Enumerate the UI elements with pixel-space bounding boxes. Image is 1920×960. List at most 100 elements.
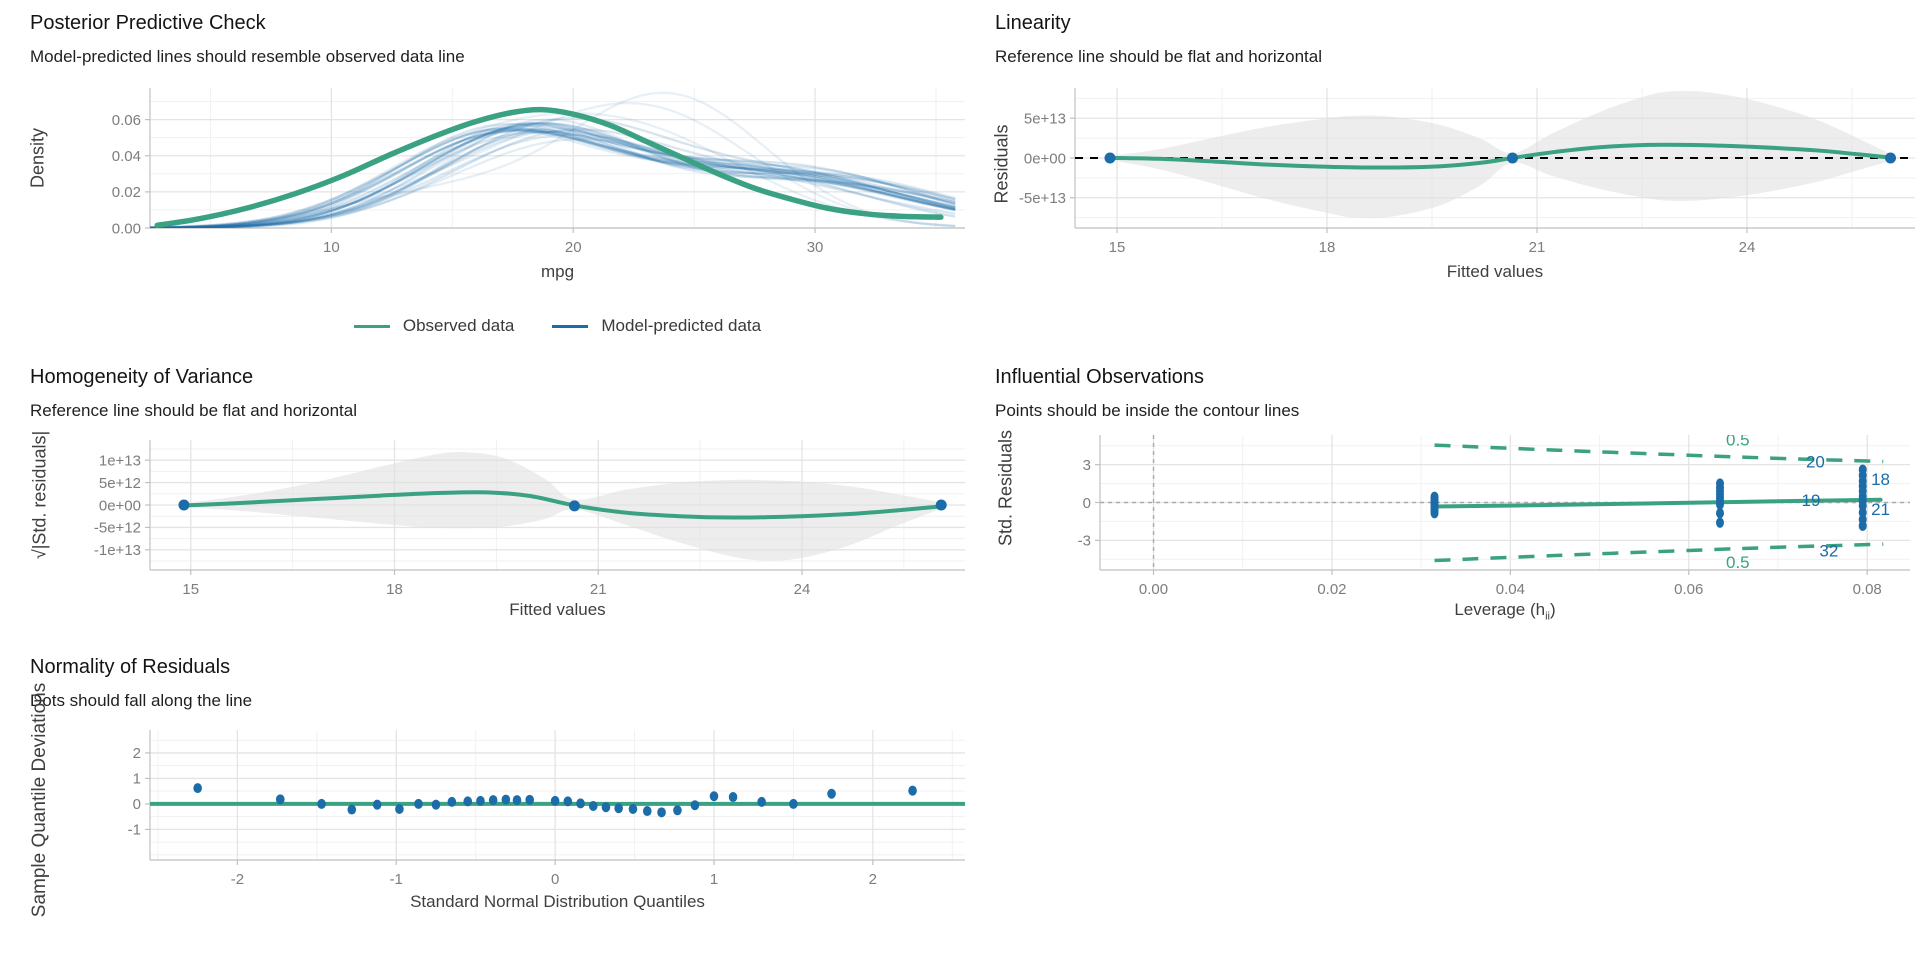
x-tick-label: 18 xyxy=(386,581,403,598)
ppc-subtitle: Model-predicted lines should resemble ob… xyxy=(30,47,465,66)
y-tick-label: 0e+00 xyxy=(99,497,141,514)
y-tick-label: -1e+13 xyxy=(94,542,141,559)
model-predicted-curve xyxy=(150,121,956,228)
leverage-label-close: ) xyxy=(1549,600,1556,619)
linearity-plot: 15 18 21 24 5e+13 0e+00 -5e+13 xyxy=(1019,88,1915,256)
qq-point xyxy=(827,788,836,799)
y-tick-label: 3 xyxy=(1083,457,1091,474)
qq-point xyxy=(347,804,357,815)
y-tick-label: -5e+13 xyxy=(1019,190,1066,207)
model-predicted-curve xyxy=(150,123,956,228)
model-predicted-curve xyxy=(150,124,956,228)
qq-point xyxy=(525,794,534,805)
x-tick-label: 0.06 xyxy=(1674,581,1703,598)
homogeneity-subtitle: Reference line should be flat and horizo… xyxy=(30,401,357,420)
model-predicted-curve xyxy=(150,128,956,228)
legend-item-observed: Observed data xyxy=(353,316,514,336)
observed-density-curve xyxy=(154,106,944,228)
y-tick-label: 0.00 xyxy=(112,220,141,237)
data-point xyxy=(1104,152,1116,164)
model-predicted-curve xyxy=(150,128,956,228)
x-tick-label: 2 xyxy=(869,871,877,888)
data-point xyxy=(1507,152,1518,164)
qq-point xyxy=(709,791,719,802)
x-tick-label: 18 xyxy=(1319,239,1336,256)
y-tick-label: -1 xyxy=(128,822,141,839)
qq-point xyxy=(476,795,485,806)
x-tick-label: 15 xyxy=(182,581,199,598)
qq-y-axis-label: Sample Quantile Deviations xyxy=(29,682,50,918)
x-tick-label: 20 xyxy=(565,239,582,256)
model-predicted-curve xyxy=(150,111,956,228)
qq-plot: -2 -1 0 1 2 2 1 0 -1 xyxy=(128,730,965,888)
y-tick-label: 5e+13 xyxy=(1024,110,1066,127)
y-tick-label: 0.04 xyxy=(112,148,141,165)
x-tick-label: 30 xyxy=(807,239,824,256)
y-tick-label: 0 xyxy=(1083,495,1091,512)
influential-subtitle: Points should be inside the contour line… xyxy=(995,401,1300,420)
qq-point xyxy=(908,785,917,796)
model-predicted-curve xyxy=(150,122,956,228)
leverage-point xyxy=(1715,508,1724,519)
model-predicted-curve xyxy=(150,101,956,228)
influential-plot: 0.00 0.02 0.04 0.06 0.08 3 0 -3 20 18 19 21 32 0.5 0.5 xyxy=(1078,430,1910,598)
y-tick-label: 0.02 xyxy=(112,184,141,201)
qq-point xyxy=(690,800,700,811)
cooks-contour-upper xyxy=(1434,443,1884,464)
y-tick-label: 0.06 xyxy=(112,112,141,129)
model-predicted-curve xyxy=(150,122,956,228)
legend-label-predicted: Model-predicted data xyxy=(601,316,762,335)
leverage-label-subscript: ii xyxy=(1545,610,1550,623)
y-tick-label: -5e+12 xyxy=(94,520,141,537)
linearity-x-axis-label: Fitted values xyxy=(1446,262,1544,281)
x-tick-label: -1 xyxy=(390,871,403,888)
qq-title: Normality of Residuals xyxy=(30,656,231,678)
x-tick-label: 15 xyxy=(1109,239,1126,256)
qq-point xyxy=(317,798,326,809)
data-point xyxy=(1885,152,1896,164)
outlier-point-label: 19 xyxy=(1802,491,1821,510)
homogeneity-x-axis-label: Fitted values xyxy=(509,600,606,619)
predicted-line-swatch xyxy=(552,324,589,328)
x-tick-label: 0.02 xyxy=(1317,581,1346,598)
model-predicted-curve xyxy=(150,128,956,228)
ppc-plot: 10 20 30 0.00 0.02 0.04 0.06 xyxy=(112,88,965,256)
ppc-title: Posterior Predictive Check xyxy=(30,12,266,34)
model-predicted-curve xyxy=(150,126,956,228)
qq-point xyxy=(673,805,682,816)
leverage-point xyxy=(1430,508,1439,519)
model-predicted-curve xyxy=(150,129,956,228)
x-tick-label: 0.00 xyxy=(1139,581,1168,598)
outlier-point-label: 18 xyxy=(1871,470,1890,489)
y-tick-label: -3 xyxy=(1078,533,1091,550)
model-predicted-curve xyxy=(150,121,956,228)
influential-x-axis-label: Leverage (hii) xyxy=(1100,600,1910,622)
x-tick-label: 24 xyxy=(794,581,811,598)
x-tick-label: 0 xyxy=(551,871,559,888)
y-tick-label: 1e+13 xyxy=(99,452,141,469)
observed-line-swatch xyxy=(353,324,390,328)
confidence-band xyxy=(1110,90,1891,219)
linearity-title: Linearity xyxy=(995,12,1071,34)
model-predicted-curve xyxy=(150,91,956,228)
homogeneity-title: Homogeneity of Variance xyxy=(30,366,254,388)
qq-point xyxy=(414,798,423,809)
qq-point xyxy=(395,804,404,815)
qq-point xyxy=(563,796,573,807)
leverage-point xyxy=(1858,520,1867,532)
model-predicted-curve xyxy=(150,122,956,228)
y-tick-label: 2 xyxy=(133,745,141,762)
leverage-point xyxy=(1715,499,1724,510)
confidence-band xyxy=(183,452,942,561)
x-tick-label: 24 xyxy=(1739,239,1756,256)
y-tick-label: 0 xyxy=(133,796,141,813)
contour-level-label: 0.5 xyxy=(1726,430,1750,449)
outlier-point-label: 21 xyxy=(1871,500,1890,519)
x-tick-label: 0.08 xyxy=(1853,581,1882,598)
qq-point xyxy=(372,799,382,810)
cooks-contour-lower xyxy=(1434,542,1884,563)
qq-point xyxy=(628,804,638,815)
model-predicted-curve xyxy=(150,127,956,228)
data-point xyxy=(935,499,947,511)
contour-level-label: 0.5 xyxy=(1726,553,1750,572)
